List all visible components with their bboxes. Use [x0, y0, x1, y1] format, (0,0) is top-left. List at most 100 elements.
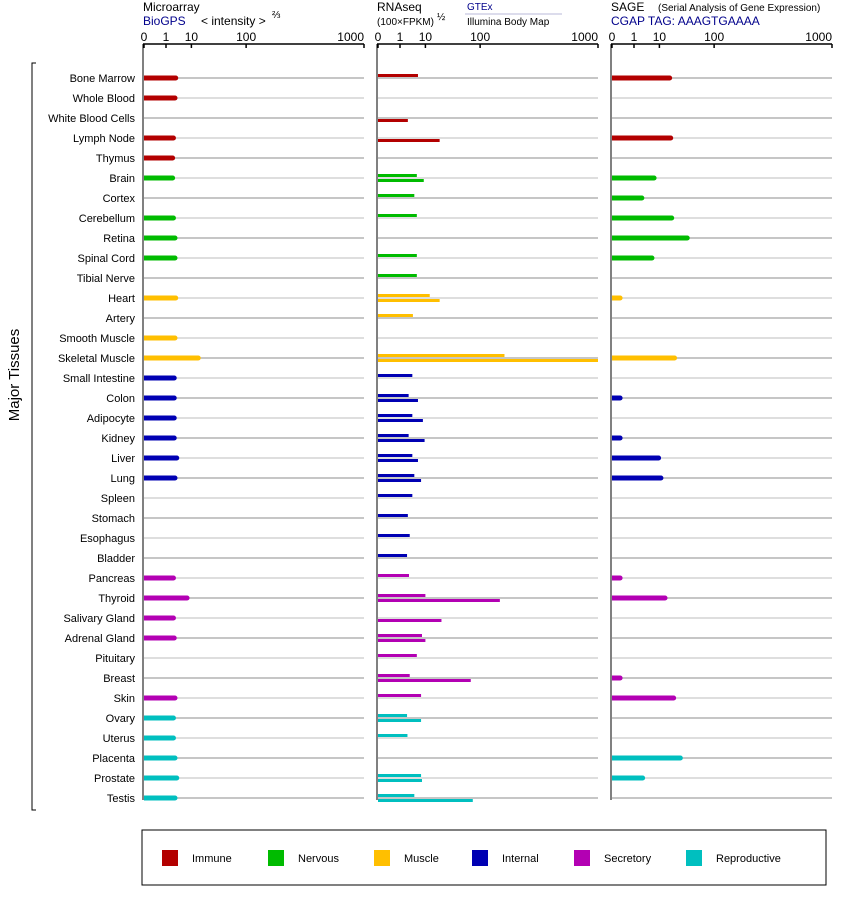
tissue-label: Smooth Muscle — [59, 333, 135, 345]
bar-gtex — [378, 534, 410, 537]
bar-cap — [617, 295, 623, 301]
bar-biogps — [144, 715, 174, 721]
microarray-tick-label: 10 — [185, 30, 199, 44]
bar-cap — [174, 455, 180, 461]
tissue-label: Spleen — [101, 493, 135, 505]
legend-label-internal: Internal — [502, 853, 539, 865]
bar-gtex — [378, 494, 413, 497]
bar-illumina-body-map — [378, 139, 440, 142]
tissue-label: Placenta — [92, 753, 136, 765]
bar-gtex — [378, 514, 408, 517]
bar-illumina-body-map — [378, 399, 418, 402]
bar-cap — [658, 475, 664, 481]
bar-biogps — [144, 455, 177, 461]
bar-cap — [677, 755, 683, 761]
bar-biogps — [144, 475, 176, 481]
bar-gtex — [378, 574, 410, 577]
bar-cap — [656, 455, 662, 461]
tissue-label: Stomach — [92, 513, 135, 525]
bar-biogps — [144, 175, 173, 181]
bar-sage — [612, 255, 652, 261]
microarray-title: Microarray — [143, 0, 200, 14]
bar-cap — [170, 575, 176, 581]
microarray-tick-label: 0 — [141, 30, 148, 44]
bar-cap — [171, 415, 177, 421]
tissue-label: Tibial Nerve — [77, 273, 135, 285]
grid-layer: 0 1 10 100 1000 0 1 10 100 1000 0 1 10 100 1000 — [141, 30, 833, 800]
bar-gtex — [378, 254, 417, 257]
bar-cap — [170, 135, 176, 141]
tissue-label: Retina — [103, 233, 136, 245]
rnaseq-source-illumina: Illumina Body Map — [467, 17, 550, 28]
tissue-label: Spinal Cord — [78, 253, 135, 265]
bar-biogps — [144, 755, 176, 761]
sage-tick-label: 1 — [631, 30, 638, 44]
legend-swatch-internal — [472, 850, 488, 866]
bar-sage — [612, 755, 681, 761]
legend-swatch-reproductive — [686, 850, 702, 866]
bar-gtex — [378, 774, 422, 777]
bar-gtex — [378, 74, 418, 77]
bar-cap — [173, 75, 179, 81]
bar-cap — [172, 95, 178, 101]
tissue-label: Skin — [114, 693, 135, 705]
bar-cap — [617, 395, 623, 401]
rnaseq-title: RNAseq — [377, 0, 422, 14]
bar-cap — [617, 675, 623, 681]
bar-gtex — [378, 314, 413, 317]
bar-gtex — [378, 474, 415, 477]
bar-biogps — [144, 735, 174, 741]
sage-tick-label: 100 — [704, 30, 724, 44]
bar-sage — [612, 695, 674, 701]
tissue-label: Whole Blood — [73, 93, 135, 105]
bar-gtex — [378, 454, 413, 457]
rnaseq-tick-label: 1 — [397, 30, 404, 44]
bar-cap — [184, 595, 190, 601]
bar-cap — [172, 235, 178, 241]
bar-cap — [170, 175, 176, 181]
bar-biogps — [144, 595, 188, 601]
bar-sage — [612, 215, 672, 221]
bar-cap — [173, 295, 179, 301]
bar-cap — [668, 135, 674, 141]
tissue-label: Breast — [103, 673, 135, 685]
bar-sage — [612, 395, 621, 401]
bar-cap — [662, 595, 668, 601]
bar-sage — [612, 75, 670, 81]
bar-cap — [174, 775, 180, 781]
legend-label-nervous: Nervous — [298, 853, 339, 865]
bar-gtex — [378, 734, 408, 737]
y-axis-label: Major Tissues — [6, 329, 23, 422]
tissue-label: Small Intestine — [63, 373, 135, 385]
bar-illumina-body-map — [378, 779, 422, 782]
bar-biogps — [144, 335, 176, 341]
bar-cap — [649, 255, 655, 261]
bar-gtex — [378, 554, 408, 557]
bar-gtex — [378, 694, 422, 697]
bar-cap — [170, 215, 176, 221]
bar-cap — [651, 175, 657, 181]
label-layer: Bone Marrow Whole Blood White Blood Cells L… — [48, 73, 136, 805]
microarray-scale-exp: ⅔ — [272, 10, 281, 21]
tissue-label: Esophagus — [80, 533, 136, 545]
legend-label-secretory: Secretory — [604, 853, 652, 865]
bar-gtex — [378, 674, 410, 677]
tissue-label: Ovary — [106, 713, 136, 725]
bar-cap — [640, 775, 646, 781]
bar-gtex — [378, 274, 417, 277]
bar-sage — [612, 675, 621, 681]
bar-illumina-body-map — [378, 459, 418, 462]
legend: Immune Nervous Muscle Internal Secretory Repr… — [162, 850, 781, 866]
bar-illumina-body-map — [378, 419, 423, 422]
bar-cap — [671, 695, 677, 701]
bar-sage — [612, 455, 659, 461]
bar-gtex — [378, 174, 417, 177]
bar-sage — [612, 175, 655, 181]
bar-cap — [172, 475, 178, 481]
bar-biogps — [144, 795, 176, 801]
bar-sage — [612, 355, 675, 361]
bar-sage — [612, 235, 688, 241]
y-axis-bracket — [31, 62, 36, 811]
bar-biogps — [144, 235, 176, 241]
bar-gtex — [378, 414, 413, 417]
